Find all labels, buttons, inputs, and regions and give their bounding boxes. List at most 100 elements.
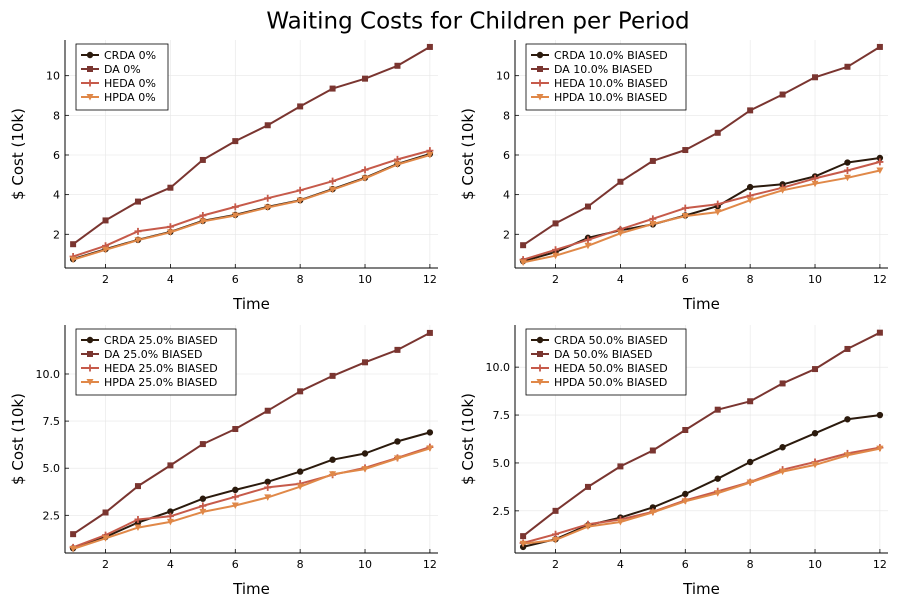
legend-marker-crda — [86, 51, 94, 59]
data-point-hpda — [264, 494, 272, 501]
y-tick-label: 10.0 — [486, 361, 511, 374]
x-tick-label: 10 — [808, 273, 822, 286]
data-point-heda — [166, 223, 174, 231]
data-point-hpda — [166, 229, 174, 236]
data-point-crda — [746, 458, 754, 466]
x-tick-label: 4 — [617, 558, 624, 571]
data-point-hpda — [519, 259, 527, 266]
legend-marker-hpda — [536, 94, 544, 101]
data-point-hpda — [361, 175, 369, 182]
x-tick-label: 8 — [297, 273, 304, 286]
data-point-heda — [264, 194, 272, 202]
data-point-hpda — [552, 536, 560, 544]
x-tick-label: 2 — [552, 273, 559, 286]
data-point-crda — [199, 495, 207, 502]
data-point-hpda — [811, 461, 819, 469]
legend-marker-heda — [536, 79, 544, 87]
chart-panel-2: 2 4 6 8 10 12 2 4 6 8 10 Time $ Cost (10k) CRDA 10.0%… — [459, 40, 888, 313]
series-line-heda — [72, 149, 431, 258]
data-point-crda — [746, 183, 754, 191]
data-point-da — [167, 462, 174, 469]
x-tick-label: 4 — [167, 558, 174, 571]
data-point-da — [232, 426, 239, 433]
data-point-da — [394, 62, 401, 69]
series-line-da — [72, 46, 431, 246]
x-tick-label: 6 — [232, 558, 239, 571]
data-point-da — [329, 372, 336, 379]
data-point-crda — [844, 416, 851, 423]
series-line-crda — [522, 157, 881, 263]
data-point-heda — [552, 530, 560, 538]
x-tick-label: 8 — [747, 273, 754, 286]
x-tick-label: 10 — [358, 273, 372, 286]
x-tick-label: 6 — [232, 273, 239, 286]
legend-marker-crda — [86, 336, 94, 344]
series-line-da — [522, 46, 881, 247]
data-point-hpda — [296, 197, 304, 205]
data-point-crda — [844, 159, 851, 166]
legend-marker-hpda — [86, 94, 94, 101]
y-tick-label: 10.0 — [36, 368, 61, 381]
y-tick-label: 8 — [503, 109, 510, 122]
series-line-hpda — [522, 447, 881, 545]
legend-label: CRDA 0% — [104, 49, 156, 62]
chart-panel-4: 2 4 6 8 10 12 2.5 5.0 7.5 10.0 Time $ Cost (10k) CRD… — [459, 325, 888, 598]
data-point-da — [812, 366, 819, 373]
data-point-da — [264, 407, 271, 414]
data-point-da — [134, 483, 141, 490]
legend-marker-da — [87, 351, 93, 357]
data-point-hpda — [69, 545, 77, 553]
y-axis-label: $ Cost (10k) — [459, 393, 477, 485]
data-point-hpda — [681, 498, 689, 505]
data-point-crda — [361, 450, 369, 457]
data-point-hpda — [616, 518, 624, 526]
legend-label: DA 25.0% BIASED — [104, 348, 202, 361]
data-point-hpda — [296, 483, 304, 491]
y-tick-label: 4 — [503, 189, 510, 202]
series-line-hpda — [72, 447, 431, 550]
x-axis-label: Time — [682, 580, 720, 598]
y-axis-label: $ Cost (10k) — [459, 108, 477, 200]
data-point-hpda — [264, 204, 272, 212]
data-point-da — [70, 531, 77, 538]
data-point-hpda — [393, 161, 401, 169]
legend-marker-crda — [536, 51, 544, 59]
data-point-crda — [394, 438, 401, 445]
data-point-da — [362, 359, 369, 366]
data-point-da — [649, 157, 656, 164]
data-point-da — [617, 463, 624, 470]
data-point-hpda — [134, 237, 142, 244]
legend-label: HPDA 25.0% BIASED — [104, 376, 217, 389]
data-point-hpda — [102, 246, 110, 254]
data-point-hpda — [649, 509, 657, 516]
data-point-heda — [329, 177, 337, 185]
data-point-crda — [296, 468, 304, 475]
x-tick-label: 8 — [747, 558, 754, 571]
data-point-hpda — [69, 256, 77, 264]
data-point-da — [102, 217, 109, 224]
legend-marker-da — [537, 351, 543, 357]
y-tick-label: 10 — [496, 70, 510, 83]
legend-label: DA 10.0% BIASED — [554, 63, 652, 76]
data-point-da — [584, 483, 591, 490]
data-point-da — [876, 43, 883, 50]
data-point-da — [682, 147, 689, 154]
x-tick-label: 10 — [358, 558, 372, 571]
data-point-hpda — [426, 151, 434, 159]
data-point-crda — [876, 411, 884, 419]
data-point-heda — [876, 158, 884, 166]
data-point-heda — [681, 204, 689, 212]
data-point-heda — [361, 166, 369, 174]
y-axis-label: $ Cost (10k) — [9, 108, 27, 200]
y-tick-label: 2.5 — [43, 509, 61, 522]
data-point-heda — [166, 512, 174, 520]
y-tick-label: 4 — [53, 189, 60, 202]
legend-label: DA 0% — [104, 63, 141, 76]
legend-label: CRDA 25.0% BIASED — [104, 334, 218, 347]
data-point-heda — [231, 493, 239, 501]
data-point-da — [714, 406, 721, 413]
chart-panel-3: 2 4 6 8 10 12 2.5 5.0 7.5 10.0 Time $ Cost (10k) CRD… — [9, 325, 438, 598]
series-line-hpda — [522, 169, 881, 264]
data-point-da — [844, 63, 851, 70]
data-point-da — [199, 441, 206, 448]
